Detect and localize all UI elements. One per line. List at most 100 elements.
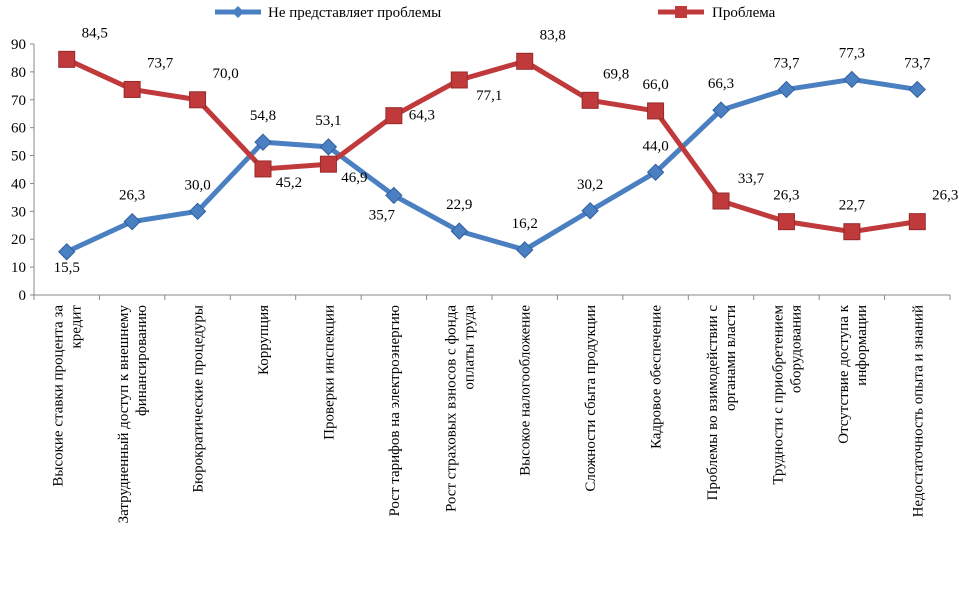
series-point — [319, 155, 337, 173]
legend-item: Не представляет проблемы — [215, 5, 441, 21]
series-point — [843, 70, 861, 89]
x-category-label-line: Коррупция — [256, 305, 272, 375]
x-category-label: Рост тарифов на электроэнергию — [387, 305, 403, 517]
y-tick-label: 10 — [11, 260, 26, 276]
series-point — [646, 163, 665, 181]
data-label: 77,3 — [839, 45, 865, 61]
data-label: 35,7 — [369, 207, 396, 223]
x-category-label-line: Сложности сбыта продукции — [583, 305, 599, 492]
series-point — [712, 192, 730, 210]
legend-label: Проблема — [712, 5, 776, 21]
legend-item: Проблема — [658, 5, 776, 21]
x-category-label: Трудности с приобретением оборудования — [770, 305, 804, 485]
data-label: 26,3 — [773, 188, 799, 204]
x-category-label-line: Проблемы во взимодействии с — [705, 305, 721, 501]
series-point — [385, 186, 403, 205]
data-label: 84,5 — [82, 25, 108, 41]
series-point — [254, 160, 272, 178]
x-category-label-line: органами власти — [723, 305, 739, 411]
y-tick-label: 50 — [11, 149, 26, 165]
legend: Не представляет проблемы Проблема — [215, 5, 776, 21]
data-label: 64,3 — [409, 108, 435, 124]
series-point — [843, 223, 861, 241]
data-labels: 15,5 26,3 30,0 54,8 53,1 35,7 22,9 16,2 30,2 44,0… — [54, 25, 959, 275]
series-point — [581, 202, 599, 220]
y-tick-label: 90 — [11, 37, 26, 53]
x-category-label: Рост страховых взносов с фонда оплаты тру… — [443, 305, 477, 512]
series-point — [777, 80, 796, 99]
data-label: 70,0 — [212, 66, 238, 82]
y-tick-label: 30 — [11, 204, 26, 220]
x-category-label: Проверки инспекции — [321, 305, 337, 440]
series-lines — [65, 57, 918, 255]
series-point — [189, 91, 207, 109]
series-point — [647, 102, 665, 120]
x-category-label-line: информации — [854, 305, 870, 386]
x-category-label-line: кредит — [69, 305, 85, 349]
x-category-label: Затрудненный доступ к внешнему финансиров… — [116, 305, 150, 524]
series-point — [450, 71, 468, 89]
x-category-label-line: Затрудненный доступ к внешнему — [116, 305, 132, 524]
series-line — [65, 57, 918, 235]
x-category-label: Коррупция — [256, 305, 272, 375]
data-label: 54,8 — [250, 108, 276, 124]
data-label: 45,2 — [276, 175, 302, 191]
legend-label: Не представляет проблемы — [268, 5, 441, 21]
x-axis-categories: Высокие ставки процента за кредит Затрудне… — [33, 295, 951, 524]
y-axis-ticks: 0 10 20 30 40 50 60 70 80 90 — [11, 37, 34, 304]
series-point — [581, 91, 599, 109]
data-label: 66,0 — [642, 77, 668, 93]
y-tick-label: 40 — [11, 176, 26, 192]
data-label: 73,7 — [147, 55, 174, 71]
x-category-label-line: Отсутствие доступа к — [836, 304, 852, 443]
data-label: 26,3 — [119, 188, 145, 204]
axes — [33, 44, 950, 296]
series-point — [319, 138, 338, 156]
data-label: 83,8 — [540, 27, 566, 43]
x-category-label: Бюрократические процедуры — [191, 305, 207, 493]
data-label: 44,0 — [642, 138, 668, 154]
data-label: 69,8 — [603, 66, 629, 82]
x-category-label: Высокое налогообложение — [518, 305, 534, 476]
series-point — [58, 243, 76, 261]
data-label: 73,7 — [904, 55, 931, 71]
series-point — [123, 212, 141, 231]
data-label: 33,7 — [738, 171, 765, 187]
x-category-label-line: Недостаточность опыта и знаний — [910, 305, 926, 517]
series-point — [712, 101, 730, 119]
data-label: 46,9 — [341, 170, 367, 186]
x-category-label-line: Трудности с приобретением — [770, 305, 786, 485]
data-label: 77,1 — [476, 88, 502, 104]
series-markers — [58, 50, 926, 261]
series-point — [385, 107, 403, 125]
y-tick-label: 70 — [11, 93, 26, 109]
data-label: 15,5 — [54, 260, 80, 276]
y-tick-label: 60 — [11, 121, 26, 137]
data-label: 30,0 — [184, 177, 210, 193]
x-category-label: Высокие ставки процента за кредит — [51, 305, 85, 487]
x-category-label: Сложности сбыта продукции — [583, 305, 599, 492]
data-label: 30,2 — [577, 177, 603, 193]
y-tick-label: 0 — [19, 288, 27, 304]
data-label: 66,3 — [708, 76, 734, 92]
legend-marker — [675, 6, 687, 18]
x-category-label: Проблемы во взимодействии с органами влас… — [705, 305, 739, 501]
series-line — [65, 76, 918, 255]
data-label: 22,9 — [446, 197, 472, 213]
series-point — [188, 202, 207, 221]
series-point — [516, 241, 534, 259]
series-point — [254, 133, 272, 151]
series-point — [123, 80, 141, 98]
y-tick-label: 80 — [11, 65, 26, 81]
x-category-label-line: Проверки инспекции — [321, 305, 337, 440]
x-category-label-line: Рост страховых взносов с фонда — [443, 305, 459, 512]
series-point — [908, 213, 926, 231]
x-category-label: Отсутствие доступа к информации — [836, 304, 870, 443]
x-category-label-line: финансированию — [134, 305, 150, 416]
data-label: 73,7 — [773, 55, 800, 71]
x-category-label-line: Рост тарифов на электроэнергию — [387, 305, 403, 517]
x-category-label-line: оплаты труда — [461, 305, 477, 390]
data-label: 53,1 — [315, 113, 341, 129]
data-label: 26,3 — [932, 188, 958, 204]
